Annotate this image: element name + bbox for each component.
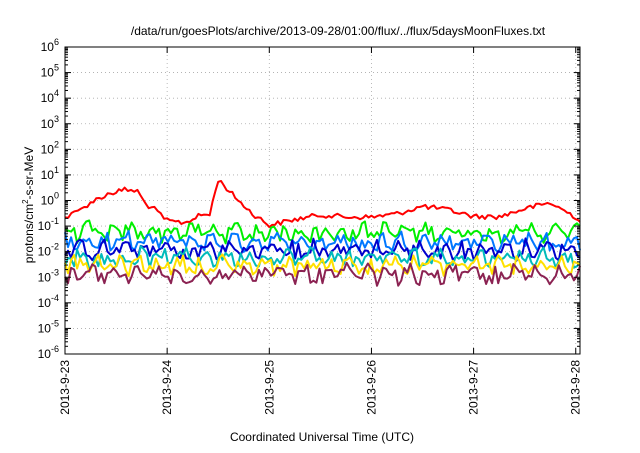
series-line-2 <box>64 229 581 254</box>
y-tick-label: 10-5 <box>38 318 59 335</box>
y-tick-label: 10-1 <box>38 216 59 233</box>
y-axis: 10-6 10-5 10-4 10-3 10-2 10-1 100 101 102 103 104 1… <box>38 37 580 361</box>
x-tick-label: 2013-9-27 <box>467 360 481 415</box>
chart-title: /data/run/goesPlots/archive/2013-09-28/0… <box>131 24 546 38</box>
x-axis-label: Coordinated Universal Time (UTC) <box>230 430 414 444</box>
series-line-3 <box>64 237 581 262</box>
x-tick-label: 2013-9-25 <box>262 360 276 415</box>
series-layer <box>64 180 581 287</box>
y-axis-label-superscript: 2 <box>21 199 30 204</box>
x-tick-label: 2013-9-23 <box>58 360 72 415</box>
y-tick-label: 10-6 <box>38 344 59 361</box>
y-tick-label: 100 <box>41 191 59 208</box>
y-tick-label: 105 <box>41 63 59 80</box>
y-tick-label: 101 <box>41 165 59 182</box>
plot-frame <box>64 46 581 355</box>
y-tick-label: 104 <box>41 88 59 105</box>
y-tick-label: 10-3 <box>38 267 59 284</box>
y-tick-label: 10-4 <box>38 293 59 310</box>
x-tick-label: 2013-9-26 <box>364 360 378 415</box>
series-line-0 <box>64 180 581 228</box>
y-axis-label-main: protons/cm <box>22 204 36 263</box>
x-tick-label: 2013-9-28 <box>569 360 583 415</box>
y-tick-label: 106 <box>41 37 59 54</box>
y-tick-label: 10-2 <box>38 242 59 259</box>
series-line-4 <box>64 245 581 270</box>
series-line-6 <box>64 261 581 287</box>
x-tick-label: 2013-9-24 <box>160 360 174 415</box>
series-line-1 <box>64 219 581 245</box>
y-tick-label: 103 <box>41 114 59 131</box>
y-axis-label-tail: -s-sr-MeV <box>22 147 36 200</box>
y-tick-label: 102 <box>41 139 59 156</box>
x-axis: 2013-9-23 2013-9-24 2013-9-25 2013-9-26 2013… <box>58 47 583 415</box>
y-axis-label: protons/cm2-s-sr-MeV <box>21 147 36 263</box>
grid <box>64 47 580 354</box>
series-line-5 <box>64 253 581 278</box>
